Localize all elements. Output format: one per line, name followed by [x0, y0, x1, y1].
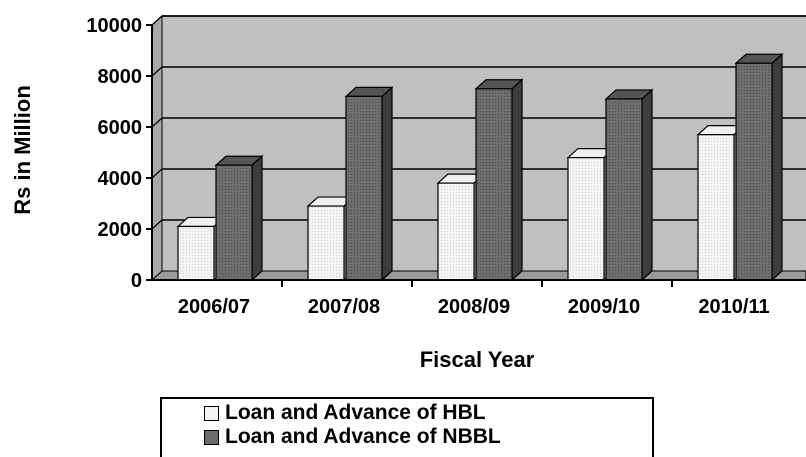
y-tick-label: 10000 [86, 15, 142, 37]
x-tick-label: 2010/11 [698, 296, 769, 318]
plot-side-wall [151, 14, 163, 282]
bar-nbbl [604, 88, 654, 282]
legend: Loan and Advance of HBL Loan and Advance… [160, 397, 654, 457]
y-tick-label: 6000 [98, 117, 143, 139]
bar-front-face [567, 157, 605, 281]
bar-nbbl [214, 154, 264, 282]
bar-side-face [641, 88, 653, 282]
legend-item-hbl: Loan and Advance of HBL [204, 401, 486, 424]
bar-front-face [475, 88, 513, 281]
bar-front-face [437, 182, 475, 281]
bar-nbbl [734, 52, 784, 282]
gridline-diag [151, 117, 163, 128]
bar-front-face [307, 205, 345, 281]
x-tick-label: 2006/07 [178, 296, 250, 318]
gridline-diag [151, 219, 163, 230]
bar-front-face [345, 95, 383, 281]
x-tick-label: 2008/09 [438, 296, 510, 318]
legend-swatch-nbbl [204, 429, 219, 445]
gridline-diag [151, 15, 163, 26]
bar-nbbl [474, 78, 524, 282]
gridline-diag [151, 66, 163, 77]
bar-front-face [735, 62, 773, 281]
y-axis-title: Rs in Million [10, 85, 35, 215]
legend-label-hbl: Loan and Advance of HBL [225, 401, 486, 424]
legend-label-nbbl: Loan and Advance of NBBL [225, 425, 501, 448]
bar-front-face [215, 164, 253, 281]
x-tick-label: 2007/08 [308, 296, 380, 318]
x-tick-label: 2009/10 [568, 296, 640, 318]
bar-side-face [381, 86, 393, 282]
bar-front-face [697, 134, 735, 281]
bar-side-face [771, 52, 783, 282]
y-tick-label: 8000 [98, 66, 143, 88]
y-tick-label: 2000 [98, 219, 143, 241]
y-tick-label: 4000 [98, 168, 143, 190]
legend-swatch-hbl [204, 405, 219, 421]
axes-layer: 0 2000 4000 6000 8000 10000 2006/07 2007/08 2008… [86, 15, 806, 318]
x-axis-title: Fiscal Year [420, 347, 535, 372]
y-tick-label: 0 [131, 270, 142, 292]
bar-side-face [251, 154, 263, 282]
bar-nbbl [344, 86, 394, 282]
legend-item-nbbl: Loan and Advance of NBBL [204, 425, 501, 448]
bar-front-face [605, 98, 643, 281]
bars-layer [176, 52, 784, 282]
bar-front-face [177, 225, 215, 281]
bar-side-face [511, 78, 523, 282]
gridline-diag [151, 168, 163, 179]
